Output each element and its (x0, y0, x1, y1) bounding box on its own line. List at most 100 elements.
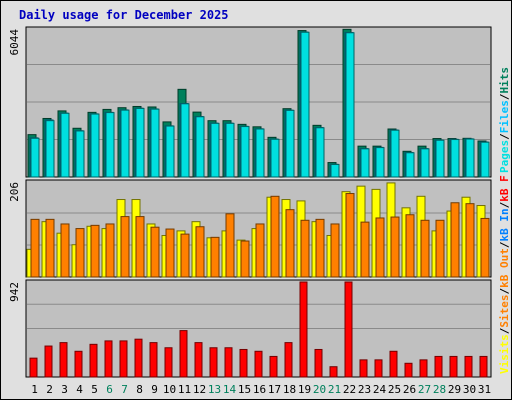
kbytes-bar-body (419, 359, 428, 378)
middle-side-label-part: / (498, 201, 511, 208)
kbytes-bar-body (194, 342, 203, 378)
chart-title: Daily usage for December 2025 (19, 8, 229, 22)
kbytes-bar-body (374, 359, 383, 378)
sites-bar-body (240, 240, 250, 278)
x-tick-label: 15 (238, 383, 251, 396)
sites-bar-body (210, 236, 220, 278)
sites-bar-body (60, 223, 70, 278)
sites-bar (300, 219, 310, 278)
kbytes-bar-body (314, 348, 323, 378)
pages-bar-body (465, 138, 475, 178)
pages-bar-body (165, 125, 175, 178)
sites-bar-body (90, 224, 100, 278)
sites-bar-body (330, 223, 340, 278)
top-side-label-part: Hits (498, 67, 511, 94)
pages-bar-body (150, 108, 160, 178)
kbytes-bar-body (179, 330, 188, 378)
pages-bar-body (480, 141, 490, 178)
pages-bar-body (270, 138, 280, 178)
kbytes-bar (404, 362, 413, 378)
pages-bar (165, 125, 175, 178)
pages-bar-body (60, 112, 70, 178)
kbytes-bar-body (164, 347, 173, 378)
sites-bar-body (150, 226, 160, 278)
x-tick-label: 6 (106, 383, 113, 396)
pages-bar (270, 138, 280, 178)
pages-bar (480, 141, 490, 178)
sites-bar (210, 236, 220, 278)
kbytes-bar-body (404, 362, 413, 378)
pages-bar-body (240, 126, 250, 178)
pages-bar (180, 103, 190, 178)
pages-bar (255, 128, 265, 178)
pages-bar-body (405, 152, 415, 178)
kbytes-bar-body (209, 347, 218, 378)
pages-bar-body (285, 109, 295, 178)
sites-bar-body (375, 217, 385, 278)
x-tick-label: 27 (418, 383, 431, 396)
pages-bar (135, 107, 145, 178)
sites-bar-body (105, 223, 115, 278)
pages-bar (120, 109, 130, 178)
pages-bar (225, 122, 235, 178)
x-tick-label: 16 (253, 383, 266, 396)
sites-bar (240, 240, 250, 278)
pages-bar (195, 116, 205, 178)
kbytes-bar (419, 359, 428, 378)
kbytes-bar (29, 357, 38, 378)
x-tick-label: 2 (46, 383, 53, 396)
pages-bar-body (360, 148, 370, 178)
middle-side-label-part: kB F (498, 175, 511, 202)
kbytes-bar-body (134, 338, 143, 378)
kbytes-bar (464, 355, 473, 378)
x-tick-label: 17 (268, 383, 281, 396)
pages-bar (45, 120, 55, 178)
sites-bar (330, 223, 340, 278)
top-side-label-part: / (498, 93, 511, 100)
kbytes-bar-body (359, 359, 368, 378)
x-tick-label: 22 (343, 383, 356, 396)
kbytes-bar-body (449, 355, 458, 378)
kbytes-bar-body (299, 281, 308, 378)
middle-side-label-part: kB Out (498, 248, 511, 288)
sites-bar-body (465, 203, 475, 278)
kbytes-bar (209, 347, 218, 378)
kbytes-bar (374, 359, 383, 378)
middle-side-label-part: kB In (498, 208, 511, 241)
sites-bar-body (390, 216, 400, 278)
pages-bar-body (180, 103, 190, 178)
x-tick-label: 20 (313, 383, 326, 396)
pages-bar-body (75, 130, 85, 178)
sites-bar-body (315, 218, 325, 278)
top-side-label-part: / (498, 133, 511, 140)
pages-bar-body (390, 129, 400, 178)
pages-bar-body (450, 139, 460, 178)
sites-bar-body (405, 214, 415, 278)
pages-bar-body (210, 122, 220, 178)
x-tick-label: 23 (358, 383, 371, 396)
kbytes-bar-body (89, 343, 98, 378)
kbytes-bar (179, 330, 188, 378)
sites-bar (45, 218, 55, 278)
pages-bar (390, 129, 400, 178)
kbytes-bar-body (254, 350, 263, 378)
kbytes-bar-body (59, 342, 68, 378)
sites-bar (360, 221, 370, 278)
sites-bar (165, 228, 175, 278)
pages-bar-body (225, 122, 235, 178)
x-tick-label: 9 (151, 383, 158, 396)
x-tick-label: 30 (463, 383, 476, 396)
sites-bar (195, 226, 205, 278)
sites-bar (405, 214, 415, 278)
pages-bar-body (315, 127, 325, 178)
bottom-ymax-label: 942 (8, 282, 21, 302)
pages-bar (210, 122, 220, 178)
sites-bar-body (45, 218, 55, 278)
top-ymax-label: 6044 (8, 29, 21, 56)
kbytes-bar (104, 340, 113, 378)
sites-bar (285, 209, 295, 278)
sites-bar-body (360, 221, 370, 278)
sites-bar-body (285, 209, 295, 278)
kbytes-bar-body (389, 350, 398, 378)
sites-bar (465, 203, 475, 278)
